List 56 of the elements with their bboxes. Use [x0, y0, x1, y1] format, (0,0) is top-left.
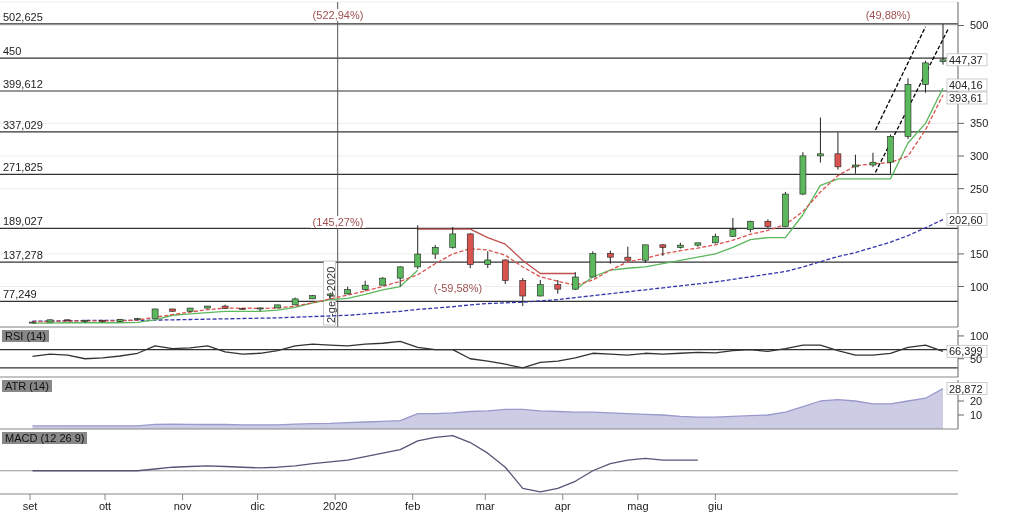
ref-line-label: 137,278 — [3, 249, 43, 262]
y-tick-label: 100 — [970, 329, 989, 342]
candlestick — [449, 226, 457, 250]
x-tick-label: mar — [475, 499, 496, 512]
candlestick — [852, 154, 859, 175]
x-tick-label: ott — [98, 499, 112, 512]
annotation: 66,399 — [948, 345, 983, 358]
y-tick-label: 350 — [970, 117, 989, 130]
y-tick-label: 300 — [970, 150, 989, 163]
annotation: (-59,58%) — [431, 282, 485, 294]
annotation: 393,61 — [948, 91, 983, 104]
y-tick-label: 20 — [970, 395, 983, 407]
annotation: (145,27%) — [310, 216, 366, 228]
candlestick — [729, 217, 737, 238]
line-series — [417, 228, 576, 275]
annotation: 202,60 — [948, 213, 983, 226]
ref-line-label: 271,825 — [3, 161, 43, 174]
annotation: (522,94%) — [310, 9, 366, 21]
candlestick — [642, 244, 649, 264]
x-tick-label: feb — [405, 499, 421, 512]
candlestick — [922, 60, 929, 94]
candlestick — [834, 132, 842, 171]
chart-title: ATR (14) — [2, 380, 52, 392]
candlestick — [519, 277, 527, 307]
candlestick — [414, 224, 422, 270]
chart-title: MACD (12 26 9) — [2, 432, 88, 444]
x-tick-label: set — [22, 499, 38, 512]
annotation: 28,872 — [948, 382, 983, 395]
annotation: 404,16 — [948, 78, 983, 91]
candlestick — [817, 117, 824, 164]
x-tick-label: dic — [250, 499, 266, 512]
candlestick — [501, 258, 509, 285]
x-tick-label: nov — [173, 499, 192, 512]
ref-line-label: 189,027 — [3, 215, 43, 228]
candlestick — [589, 250, 597, 278]
x-tick-label: giu — [708, 499, 723, 512]
ref-line-label: 2-gen-2020 — [324, 266, 337, 323]
x-tick-label: 2020 — [322, 499, 348, 512]
y-tick-label: 500 — [970, 19, 989, 32]
annotation: (49,88%) — [863, 9, 913, 21]
y-tick-label: 10 — [970, 409, 983, 421]
candlestick — [396, 265, 404, 288]
chart-title: RSI (14) — [2, 330, 49, 342]
candlestick — [939, 23, 947, 66]
x-tick-label: apr — [554, 499, 572, 512]
candlestick — [869, 152, 877, 168]
ref-line-label: 502,625 — [3, 10, 43, 23]
ref-line-label: 77,249 — [3, 288, 37, 301]
x-tick-label: mag — [627, 499, 649, 512]
ref-line-label: 450 — [3, 45, 22, 58]
y-tick-label: 100 — [970, 280, 989, 293]
ref-line-label: 399,612 — [3, 78, 43, 91]
ref-line-label: 337,029 — [3, 118, 43, 131]
y-tick-label: 150 — [970, 247, 989, 260]
y-tick-label: 250 — [970, 182, 989, 195]
annotation: 447,37 — [948, 53, 983, 66]
